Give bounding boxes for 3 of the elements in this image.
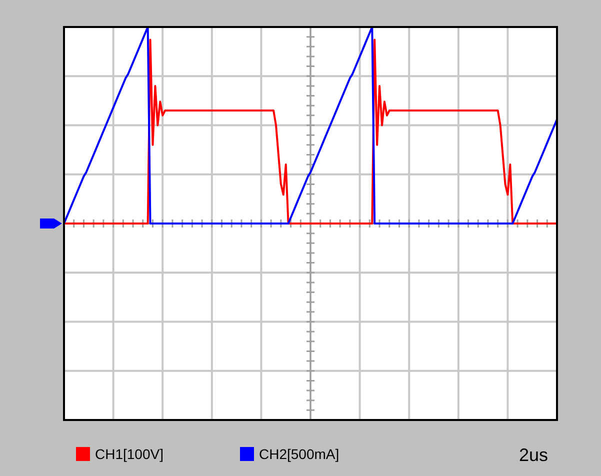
text: 2us [518, 445, 548, 465]
legend-label: CH2[500mA] [259, 446, 340, 462]
legend-label: CH1[100V] [95, 446, 164, 462]
